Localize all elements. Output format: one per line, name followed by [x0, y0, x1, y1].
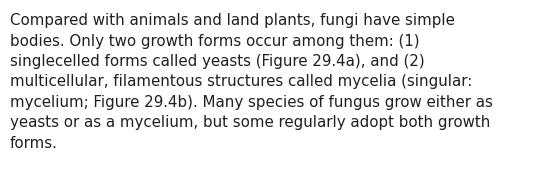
Text: Compared with animals and land plants, fungi have simple
bodies. Only two growth: Compared with animals and land plants, f… — [10, 13, 493, 151]
